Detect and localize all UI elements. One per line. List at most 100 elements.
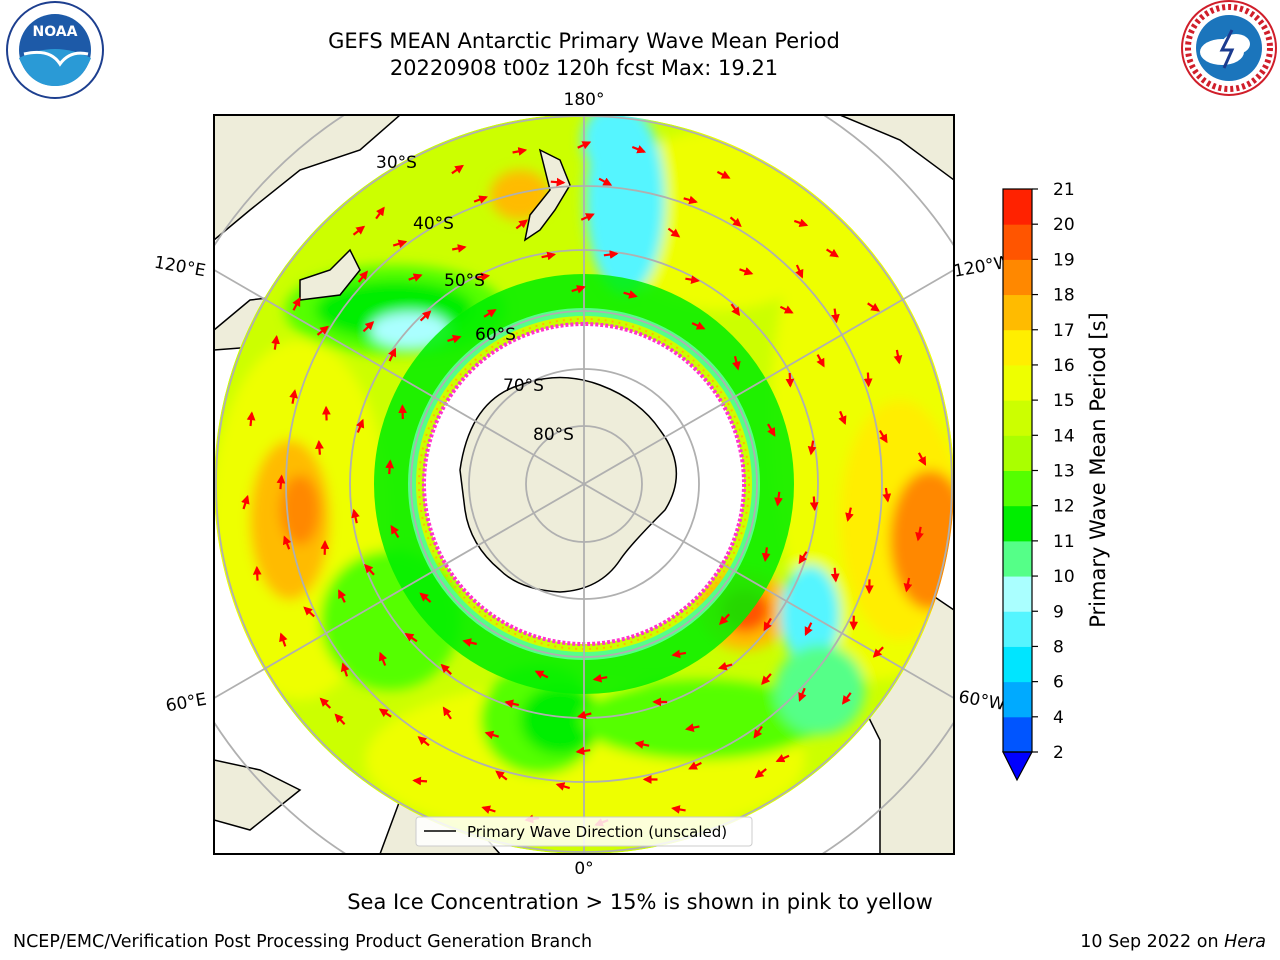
colorbar-segment (1003, 329, 1032, 366)
wave-arrow-icon (667, 227, 681, 238)
wave-arrow-icon (241, 494, 250, 510)
colorbar-segment (1003, 294, 1032, 331)
wave-arrow-icon (512, 147, 528, 156)
colorbar-segment (1003, 505, 1032, 542)
wave-arrow-icon (623, 290, 638, 299)
wave-arrow-icon (388, 347, 397, 362)
wave-arrow-icon (684, 723, 700, 732)
colorbar-segment (1003, 400, 1032, 436)
wave-arrow-icon (754, 768, 767, 779)
wave-arrow-icon (775, 754, 790, 763)
colorbar-tick-label: 20 (1053, 215, 1075, 235)
lat-label-60s: 60°S (475, 325, 516, 345)
map-subtitle: 20220908 t00z 120h fcst Max: 19.21 (389, 56, 779, 80)
wave-arrow-icon (481, 805, 496, 814)
wave-direction-arrows (241, 141, 927, 827)
colorbar-tick-label: 18 (1053, 286, 1075, 306)
lat-label-80s: 80°S (533, 425, 574, 445)
wave-arrow-icon (392, 239, 408, 249)
wave-arrow-icon (580, 213, 595, 222)
wave-arrow-icon (473, 195, 488, 204)
wave-arrow-icon (484, 730, 500, 740)
wave-arrow-icon (534, 670, 549, 679)
wave-arrow-icon (893, 349, 903, 365)
map-frame (213, 114, 955, 855)
nws-logo-icon (1181, 0, 1277, 96)
wave-arrow-icon (603, 250, 619, 259)
wave-arrow-icon (671, 805, 686, 814)
wave-arrow-icon (338, 589, 347, 603)
wave-arrow-icon (282, 535, 292, 550)
wave-arrow-icon (688, 761, 702, 770)
wave-arrow-icon (761, 673, 772, 686)
wave-arrow-icon (774, 491, 783, 507)
wave-arrow-icon (804, 622, 813, 636)
wave-arrow-icon (841, 692, 852, 705)
wave-arrow-icon (878, 430, 888, 444)
wave-arrow-icon (319, 697, 332, 709)
wave-arrow-icon (915, 526, 924, 542)
map-legend: Primary Wave Direction (unscaled) (415, 816, 753, 847)
colorbar-tick-label: 15 (1053, 391, 1075, 411)
colorbar-segment (1003, 470, 1032, 507)
wave-arrow-icon (739, 267, 754, 276)
wave-arrow-icon (779, 305, 794, 314)
wave-arrow-icon (378, 708, 392, 718)
wave-arrow-icon (462, 638, 477, 647)
wave-arrow-icon (303, 606, 315, 618)
wave-arrow-icon (440, 663, 452, 675)
lon-label-180: 180° (564, 90, 605, 110)
credit-text: NCEP/EMC/Verification Post Processing Pr… (13, 932, 593, 952)
wave-arrow-icon (355, 418, 365, 433)
wave-arrow-icon (867, 302, 880, 312)
wave-arrow-icon (447, 334, 462, 344)
legend-label: Primary Wave Direction (unscaled) (467, 823, 727, 841)
wave-arrow-icon (541, 251, 557, 261)
colorbar-segment (1003, 189, 1032, 225)
colorbar-tick-label: 8 (1053, 637, 1064, 657)
wave-arrow-icon (357, 270, 369, 283)
colorbar-tick-label: 21 (1053, 180, 1075, 200)
colorbar-segment (1003, 681, 1032, 718)
wave-arrow-icon (798, 551, 808, 565)
wave-arrow-icon (903, 577, 913, 593)
wave-arrow-icon (631, 145, 647, 154)
wave-arrow-icon (571, 285, 586, 294)
wave-arrow-icon (404, 633, 418, 643)
wave-arrow-icon (451, 164, 464, 175)
colorbar-segment (1003, 364, 1032, 401)
wave-arrow-icon (495, 770, 508, 781)
colorbar-under-triangle (1002, 751, 1034, 782)
lon-label-120e: 120°E (153, 253, 207, 282)
lon-label-60e: 60°E (164, 690, 208, 717)
wave-arrow-icon (831, 308, 840, 324)
wave-arrow-icon (716, 170, 731, 179)
wave-arrow-icon (364, 563, 375, 576)
wave-arrow-icon (575, 746, 591, 756)
wave-arrow-icon (442, 706, 452, 720)
wave-arrow-icon (352, 225, 366, 236)
colorbar-segment (1003, 576, 1032, 612)
colorbar-tick-label: 17 (1053, 321, 1075, 341)
wave-arrow-icon (412, 776, 428, 786)
wave-arrow-icon (763, 617, 772, 632)
wave-arrow-icon (246, 411, 256, 427)
wave-arrow-icon (451, 244, 467, 253)
wave-arrow-icon (419, 310, 432, 322)
machine-name: Hera (1224, 932, 1266, 952)
colorbar-segment (1003, 716, 1032, 753)
colorbar-tick-label: 19 (1053, 250, 1075, 270)
wave-arrow-icon (872, 646, 884, 658)
wave-arrow-icon (729, 216, 742, 227)
wave-arrow-icon (378, 651, 388, 666)
wave-arrow-icon (718, 613, 730, 625)
graticule (214, 115, 954, 854)
colorbar-label: Primary Wave Mean Period [s] (1086, 312, 1110, 628)
map-title: GEFS MEAN Antarctic Primary Wave Mean Pe… (328, 29, 840, 53)
wave-arrow-icon (419, 592, 432, 603)
wave-arrow-icon (483, 309, 497, 318)
colorbar-segment (1003, 611, 1032, 647)
wave-arrow-icon (671, 649, 687, 659)
lon-label-0: 0° (574, 859, 593, 879)
